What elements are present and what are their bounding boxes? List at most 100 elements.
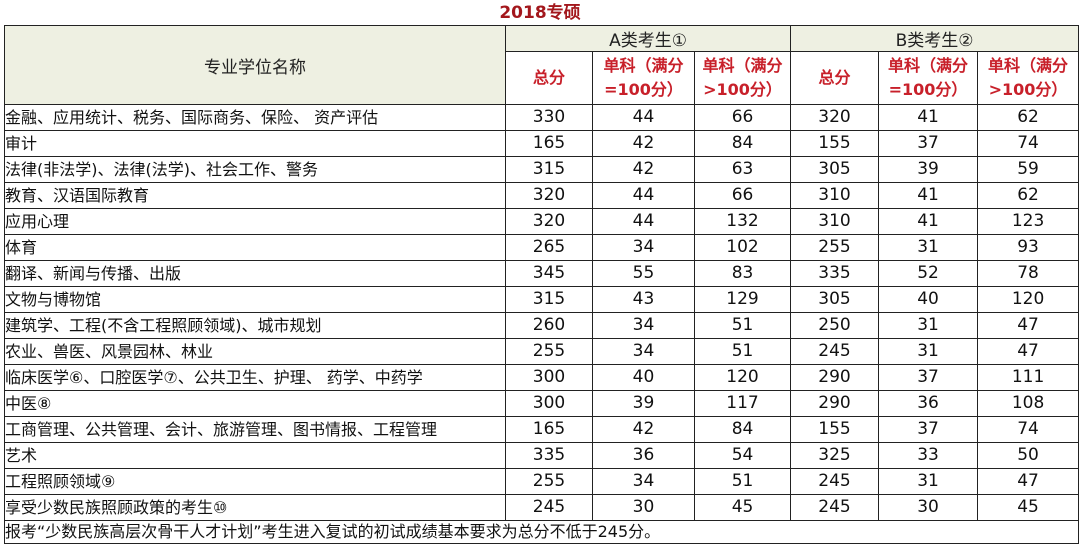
b-single-eq100: 37 bbox=[878, 416, 979, 443]
header-group-b: B类考生② bbox=[790, 25, 1080, 52]
b-single-gt100: 93 bbox=[977, 234, 1080, 261]
b-single-gt100: 47 bbox=[977, 338, 1080, 365]
major-name: 审计 bbox=[4, 130, 506, 157]
a-total: 255 bbox=[505, 468, 593, 495]
a-single-gt100: 51 bbox=[693, 338, 792, 365]
a-single-eq100: 44 bbox=[592, 182, 695, 209]
a-total: 245 bbox=[505, 494, 593, 521]
b-single-gt100: 47 bbox=[977, 468, 1080, 495]
b-single-gt100: 62 bbox=[977, 182, 1080, 209]
b-single-gt100: 74 bbox=[977, 416, 1080, 443]
b-single-eq100: 41 bbox=[878, 104, 979, 131]
major-name: 翻译、新闻与传播、出版 bbox=[4, 260, 506, 287]
a-total: 300 bbox=[505, 364, 593, 391]
b-total: 245 bbox=[790, 494, 880, 521]
b-total: 290 bbox=[790, 364, 880, 391]
a-single-eq100: 42 bbox=[592, 130, 695, 157]
a-single-gt100: 51 bbox=[693, 312, 792, 339]
a-total: 330 bbox=[505, 104, 593, 131]
b-total: 305 bbox=[790, 156, 880, 183]
header-a-single-gt100: 单科（满分 >100分） bbox=[693, 51, 792, 105]
b-total: 155 bbox=[790, 416, 880, 443]
a-single-eq100: 34 bbox=[592, 234, 695, 261]
a-total: 320 bbox=[505, 182, 593, 209]
major-name: 工商管理、公共管理、会计、旅游管理、图书情报、工程管理 bbox=[4, 416, 506, 443]
a-single-gt100: 120 bbox=[693, 364, 792, 391]
b-single-gt100: 108 bbox=[977, 390, 1080, 417]
a-single-eq100: 55 bbox=[592, 260, 695, 287]
header-row-groups: 专业学位名称 A类考生① B类考生② bbox=[4, 25, 1080, 105]
header-row-subcolumns: 总分 单科（满分 =100分） 单科（满分 >100分） 总分 单科（满分 =100分… bbox=[5, 51, 1080, 105]
header-b-single-eq100: 单科（满分 =100分） bbox=[878, 51, 979, 105]
b-total: 310 bbox=[790, 182, 880, 209]
a-single-gt100: 66 bbox=[693, 182, 792, 209]
header-b-total: 总分 bbox=[790, 51, 880, 105]
table-row: 体育 265 34 102 255 31 93 bbox=[4, 234, 1080, 261]
footer-note-row: 报考“少数民族高层次骨干人才计划”考生进入复试的初试成绩基本要求为总分不低于24… bbox=[3, 520, 1080, 544]
table-row: 教育、汉语国际教育 320 44 66 310 41 62 bbox=[4, 182, 1080, 209]
score-table: 专业学位名称 A类考生① B类考生② 总分 单科（满分 =100分） 单科（满分 >… bbox=[3, 25, 1080, 544]
table-row: 临床医学⑥、口腔医学⑦、公共卫生、护理、 药学、中药学 300 40 120 290 37… bbox=[4, 364, 1080, 391]
b-total: 290 bbox=[790, 390, 880, 417]
b-single-eq100: 31 bbox=[878, 338, 979, 365]
major-name: 教育、汉语国际教育 bbox=[4, 182, 506, 209]
table-row: 工程照顾领域⑨ 255 34 51 245 31 47 bbox=[4, 468, 1080, 495]
major-name: 享受少数民族照顾政策的考生⑩ bbox=[4, 494, 506, 521]
table-row: 金融、应用统计、税务、国际商务、保险、 资产评估 330 44 66 320 41 62 bbox=[4, 104, 1080, 131]
header-b-single-gt100: 单科（满分 >100分） bbox=[977, 51, 1080, 105]
b-single-gt100: 59 bbox=[977, 156, 1080, 183]
b-total: 245 bbox=[790, 338, 880, 365]
b-single-eq100: 31 bbox=[878, 312, 979, 339]
a-single-eq100: 43 bbox=[592, 286, 695, 313]
a-single-gt100: 117 bbox=[693, 390, 792, 417]
table-row: 审计 165 42 84 155 37 74 bbox=[4, 130, 1080, 157]
b-single-eq100: 33 bbox=[878, 442, 979, 469]
b-single-eq100: 31 bbox=[878, 468, 979, 495]
major-name: 农业、兽医、风景园林、林业 bbox=[4, 338, 506, 365]
a-total: 315 bbox=[505, 286, 593, 313]
table-row: 工商管理、公共管理、会计、旅游管理、图书情报、工程管理 165 42 84 155 37 7… bbox=[4, 416, 1080, 443]
a-single-gt100: 129 bbox=[693, 286, 792, 313]
table-row: 翻译、新闻与传播、出版 345 55 83 335 52 78 bbox=[4, 260, 1080, 287]
header-group-a: A类考生① bbox=[504, 25, 792, 52]
table-title: 2018专硕 bbox=[499, 3, 581, 23]
major-name: 建筑学、工程(不含工程照顾领域)、城市规划 bbox=[4, 312, 506, 339]
footer-note: 报考“少数民族高层次骨干人才计划”考生进入复试的初试成绩基本要求为总分不低于24… bbox=[3, 520, 1080, 544]
b-single-eq100: 39 bbox=[878, 156, 979, 183]
table-row: 中医⑧ 300 39 117 290 36 108 bbox=[4, 390, 1080, 417]
b-single-gt100: 62 bbox=[977, 104, 1080, 131]
major-name: 工程照顾领域⑨ bbox=[4, 468, 506, 495]
a-single-gt100: 84 bbox=[693, 416, 792, 443]
b-single-gt100: 78 bbox=[977, 260, 1080, 287]
a-total: 260 bbox=[505, 312, 593, 339]
table-row: 农业、兽医、风景园林、林业 255 34 51 245 31 47 bbox=[4, 338, 1080, 365]
a-total: 345 bbox=[505, 260, 593, 287]
b-single-eq100: 37 bbox=[878, 130, 979, 157]
b-single-eq100: 41 bbox=[878, 182, 979, 209]
a-total: 165 bbox=[505, 130, 593, 157]
a-total: 300 bbox=[505, 390, 593, 417]
a-single-gt100: 51 bbox=[693, 468, 792, 495]
major-name: 中医⑧ bbox=[4, 390, 506, 417]
table-row: 文物与博物馆 315 43 129 305 40 120 bbox=[4, 286, 1080, 313]
major-name: 文物与博物馆 bbox=[4, 286, 506, 313]
major-name: 体育 bbox=[4, 234, 506, 261]
b-single-eq100: 36 bbox=[878, 390, 979, 417]
table-row: 艺术 335 36 54 325 33 50 bbox=[4, 442, 1080, 469]
b-single-eq100: 40 bbox=[878, 286, 979, 313]
a-single-gt100: 66 bbox=[693, 104, 792, 131]
b-single-gt100: 47 bbox=[977, 312, 1080, 339]
a-single-eq100: 44 bbox=[592, 208, 695, 235]
a-single-eq100: 39 bbox=[592, 390, 695, 417]
b-total: 250 bbox=[790, 312, 880, 339]
a-single-eq100: 34 bbox=[592, 468, 695, 495]
b-total: 310 bbox=[790, 208, 880, 235]
a-single-eq100: 40 bbox=[592, 364, 695, 391]
major-name: 应用心理 bbox=[4, 208, 506, 235]
table-row: 法律(非法学)、法律(法学)、社会工作、警务 315 42 63 305 39 59 bbox=[4, 156, 1080, 183]
b-single-gt100: 74 bbox=[977, 130, 1080, 157]
table-body: 金融、应用统计、税务、国际商务、保险、 资产评估 330 44 66 320 41 62 审… bbox=[3, 104, 1080, 544]
b-single-eq100: 52 bbox=[878, 260, 979, 287]
a-total: 165 bbox=[505, 416, 593, 443]
b-single-eq100: 41 bbox=[878, 208, 979, 235]
